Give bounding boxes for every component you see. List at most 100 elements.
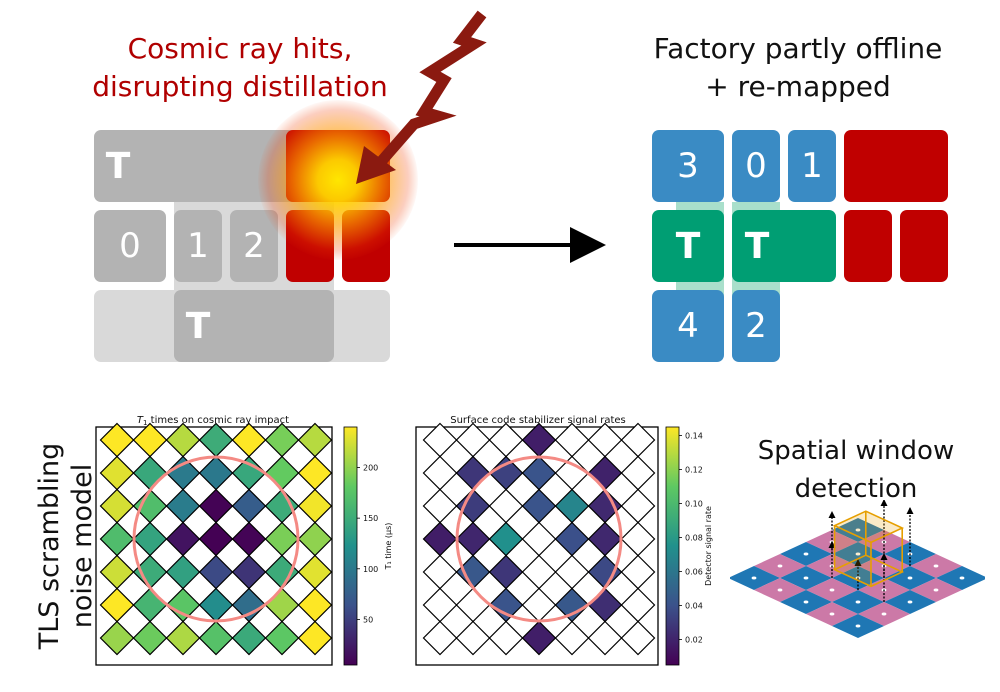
qubit-dot — [829, 588, 835, 592]
label-0-remapped: 0 — [745, 146, 767, 186]
colorbar-tick-label: 0.02 — [685, 636, 703, 645]
c2-cells-cell — [521, 620, 557, 656]
chart1-colorbar-label: T₁ time (μs) — [384, 523, 393, 571]
label-4: 4 — [677, 306, 699, 346]
colorbar-tick-label: 0.04 — [685, 602, 703, 611]
chart2-title: Surface code stabilizer signal rates — [450, 415, 625, 426]
colorbar-tick-label: 100 — [363, 565, 378, 574]
qubit-dot — [959, 576, 965, 580]
label-t-right: T — [744, 225, 770, 267]
qubit-dot — [803, 576, 809, 580]
spatial-window-illustration — [730, 500, 985, 638]
tile-1-remapped — [788, 130, 836, 202]
chart2-colorbar-label: Detector signal rate — [704, 506, 713, 586]
colorbar-tick-label: 0.12 — [685, 466, 703, 475]
arrow-up-icon — [828, 511, 836, 518]
c1-cells-cell — [231, 620, 267, 656]
label-3: 3 — [677, 146, 699, 186]
spatial-window-caption-line1: Spatial window — [757, 436, 955, 466]
qubit-dot — [751, 576, 757, 580]
label-t-left: T — [675, 225, 701, 267]
detection-window-box — [832, 510, 905, 588]
c2-cells-cell — [488, 620, 524, 656]
qubit-dot — [933, 588, 939, 592]
qubit-dot — [907, 600, 913, 604]
c2-cells-cell — [554, 620, 590, 656]
colorbar-tick-label: 0.10 — [685, 500, 703, 509]
arrow-up-icon — [880, 500, 888, 506]
chart1-impact-circle — [132, 455, 300, 623]
colorbar-tick-label: 0.08 — [685, 534, 703, 543]
qubit-dot — [777, 564, 783, 568]
tile-4 — [652, 290, 724, 362]
offline-block-top — [844, 130, 948, 202]
tile-0 — [94, 210, 166, 282]
c2-cells-cell — [422, 620, 458, 656]
c2-cells-cell — [620, 620, 656, 656]
colorbar-tick-label: 0.14 — [685, 432, 703, 441]
chart2-impact-circle — [455, 455, 623, 623]
chart1-title-sub: 1 — [143, 419, 147, 427]
transition-arrow-icon — [454, 227, 606, 263]
label-2-remapped: 2 — [745, 306, 767, 346]
tile-2-remapped — [732, 290, 780, 362]
tile-0-remapped — [732, 130, 780, 202]
qubit-dot — [855, 528, 861, 532]
qubit-dot — [803, 552, 809, 556]
factory-t-right — [732, 210, 836, 282]
qubit-dot — [829, 612, 835, 616]
c2-cells-cell — [455, 620, 491, 656]
c1-cells-cell — [99, 620, 135, 656]
c1-cells-cell — [132, 620, 168, 656]
signal-rates-chart: Surface code stabilizer signal rates 0.0… — [415, 415, 713, 666]
tls-label-line1: TLS scrambling — [34, 442, 65, 650]
qubit-dot — [777, 588, 783, 592]
c1-cells-cell — [264, 620, 300, 656]
arrow-up-icon — [854, 559, 862, 566]
label-1-remapped: 1 — [801, 146, 823, 186]
chart1-colorbar-ticks: 50 100 150 200 — [357, 464, 378, 624]
label-2: 2 — [243, 226, 265, 266]
c2-cells-cell — [587, 620, 623, 656]
c1-cells-cell — [165, 620, 201, 656]
tile-1 — [174, 210, 222, 282]
qubit-dot — [803, 600, 809, 604]
arrow-up-icon — [906, 507, 914, 514]
chart2-colorbar-ticks: 0.02 0.04 0.06 0.08 0.10 0.12 0.14 — [679, 432, 703, 645]
colorbar-tick-label: 0.06 — [685, 568, 703, 577]
factory-t-left — [652, 210, 724, 282]
c1-cells-cell — [198, 620, 234, 656]
label-t-top: T — [105, 145, 131, 187]
colorbar-tick-label: 150 — [363, 514, 378, 523]
qubit-dot — [881, 612, 887, 616]
qubit-dot — [933, 564, 939, 568]
t1-times-chart: T1 times on cosmic ray impact 50 100 150 20… — [95, 415, 393, 666]
factory-t-bottom — [174, 290, 334, 362]
offline-block-left — [844, 210, 892, 282]
chart2-cells — [422, 422, 656, 656]
chart2-colorbar — [665, 426, 680, 666]
qubit-dot — [855, 552, 861, 556]
detection-arrows — [828, 500, 914, 602]
cosmic-ray-caption-line1: Cosmic ray hits, — [127, 32, 353, 65]
window-face — [834, 525, 871, 587]
qubit-dot — [855, 624, 861, 628]
tile-3 — [652, 130, 724, 202]
chart1-title: T1 times on cosmic ray impact — [137, 415, 289, 427]
arrow-up-icon — [880, 553, 888, 560]
chart1-colorbar — [343, 426, 358, 666]
chart1-title-base: T — [137, 415, 144, 426]
label-1: 1 — [187, 226, 209, 266]
chart1-title-rest: times on cosmic ray impact — [148, 415, 290, 426]
window-base — [832, 554, 905, 588]
factory-remapped-caption-line1: Factory partly offline — [653, 32, 943, 65]
factory-remapped-caption-line2: + re-mapped — [705, 70, 891, 103]
cosmic-ray-caption: Cosmic ray hits, disrupting distillation — [60, 30, 420, 106]
spatial-window-caption-line2: detection — [794, 474, 918, 504]
cosmic-ray-caption-line2: disrupting distillation — [92, 70, 388, 103]
arrow-up-icon — [828, 541, 836, 548]
colorbar-tick-label: 50 — [363, 615, 373, 624]
label-0: 0 — [119, 226, 141, 266]
